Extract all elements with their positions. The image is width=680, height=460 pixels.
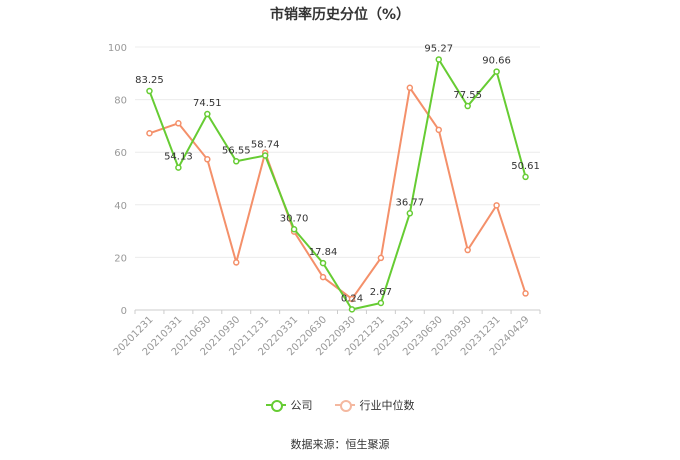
- data-point-0: [261, 152, 269, 159]
- data-source-note: 数据来源：恒生聚源: [290, 438, 390, 451]
- data-label: 74.51: [193, 98, 222, 109]
- data-label: 0.24: [341, 293, 363, 304]
- data-point-0: [435, 56, 442, 63]
- data-point-0: [290, 226, 298, 233]
- data-point-0: [493, 68, 500, 75]
- chart-legend: 公司 行业中位数: [0, 397, 680, 413]
- data-point-1: [377, 254, 385, 262]
- data-point-1: [319, 273, 327, 281]
- data-label: 54.13: [164, 152, 193, 163]
- chart-title: 市销率历史分位（%）: [269, 7, 411, 23]
- data-label: 77.55: [453, 90, 482, 101]
- data-point-0: [348, 306, 356, 313]
- legend-item-company[interactable]: 公司: [265, 397, 313, 413]
- data-point-1: [406, 84, 414, 92]
- data-point-1: [175, 120, 182, 127]
- legend-label-company: 公司: [290, 399, 313, 412]
- data-point-0: [146, 87, 153, 95]
- y-tick-label: 80: [114, 96, 127, 107]
- data-point-1: [493, 202, 500, 209]
- data-point-0: [319, 259, 327, 267]
- data-label: 58.74: [251, 140, 280, 151]
- data-point-0: [233, 158, 240, 165]
- y-tick-label: 20: [114, 253, 127, 264]
- data-point-0: [377, 299, 385, 307]
- data-label: 30.70: [280, 213, 309, 224]
- data-label: 2.67: [370, 287, 392, 298]
- legend-label-industry-median: 行业中位数: [359, 399, 415, 412]
- data-point-1: [464, 246, 471, 254]
- data-label: 50.61: [511, 161, 540, 172]
- data-label: 56.55: [222, 145, 251, 156]
- y-tick-label: 60: [114, 148, 127, 159]
- data-point-0: [204, 110, 211, 118]
- data-point-1: [435, 126, 442, 134]
- data-point-0: [522, 173, 529, 181]
- data-label: 17.84: [309, 247, 338, 258]
- series-line-0: [148, 56, 527, 311]
- y-tick-label: 40: [114, 201, 127, 212]
- data-label: 36.77: [396, 197, 425, 208]
- y-tick-label: 100: [108, 43, 127, 54]
- legend-marker-industry-median: [334, 399, 355, 412]
- legend-marker-company: [265, 399, 286, 412]
- data-label: 90.66: [482, 56, 511, 67]
- data-point-0: [464, 102, 471, 110]
- data-point-0: [406, 210, 414, 217]
- data-point-1: [348, 295, 356, 303]
- y-tick-label: 0: [121, 306, 127, 317]
- legend-item-industry-median[interactable]: 行业中位数: [334, 397, 415, 413]
- series-line-1: [149, 85, 527, 301]
- data-label: 83.25: [135, 75, 164, 86]
- data-point-1: [233, 259, 240, 266]
- data-point-1: [522, 290, 529, 297]
- data-point-0: [175, 164, 182, 171]
- data-label: 95.27: [424, 43, 453, 54]
- data-point-1: [204, 156, 211, 163]
- data-point-1: [146, 130, 153, 137]
